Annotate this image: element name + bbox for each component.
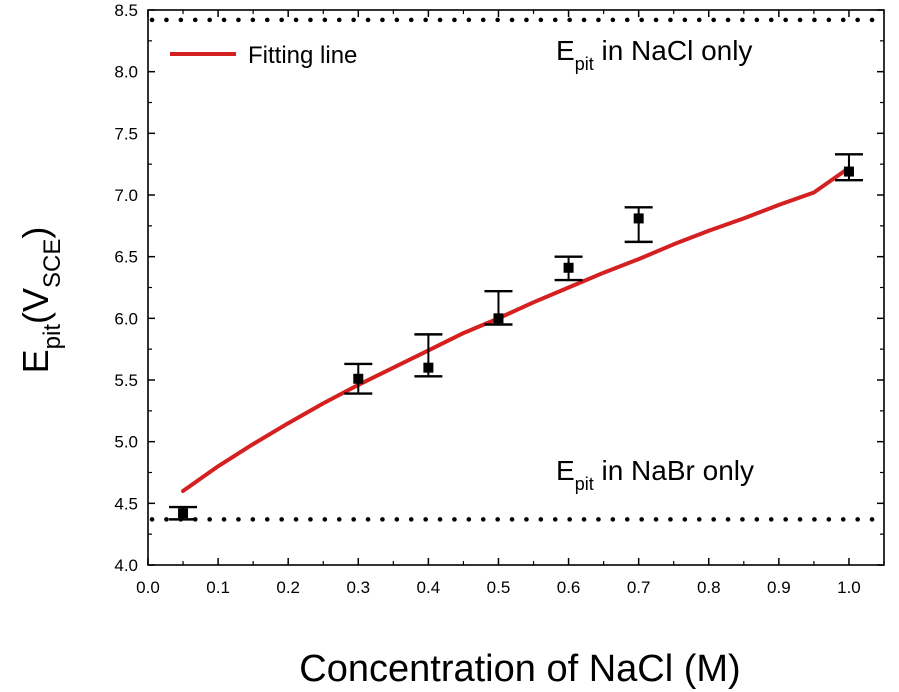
- x-tick-label: 0.0: [136, 578, 160, 597]
- x-tick-label: 0.9: [767, 578, 791, 597]
- x-axis-title: Concentration of NaCl (M): [299, 648, 740, 690]
- nabr-only-label: Epit in NaBr only: [556, 455, 754, 494]
- x-tick-label: 0.3: [346, 578, 370, 597]
- x-tick-label: 0.7: [627, 578, 651, 597]
- data-point: [178, 508, 189, 519]
- data-point: [563, 262, 574, 273]
- data-point: [423, 362, 434, 373]
- y-tick-label: 4.0: [114, 556, 138, 575]
- y-axis-ticks: 4.0 4.5 5.0 5.5 6.0 6.5 7.0 7.5 8.0 8.5: [114, 1, 884, 575]
- y-tick-label: 8.0: [114, 63, 138, 82]
- legend-label: Fitting line: [248, 42, 357, 69]
- y-axis-title: Epit(VSCE): [15, 227, 66, 374]
- y-tick-label: 8.5: [114, 1, 138, 20]
- x-tick-label: 0.8: [697, 578, 721, 597]
- x-tick-label: 1.0: [837, 578, 861, 597]
- legend: Fitting line: [170, 42, 357, 69]
- reference-lines: [149, 17, 883, 522]
- fit-line-group: [181, 165, 851, 493]
- fitting-line: [181, 165, 851, 493]
- nacl-only-label: Epit in NaCl only: [556, 35, 752, 74]
- data-points: [169, 153, 863, 521]
- x-tick-label: 0.4: [417, 578, 441, 597]
- y-tick-label: 5.0: [114, 433, 138, 452]
- x-tick-label: 0.6: [557, 578, 581, 597]
- data-point: [493, 313, 504, 324]
- data-point: [843, 166, 854, 177]
- x-tick-label: 0.1: [206, 578, 230, 597]
- y-tick-label: 6.0: [114, 309, 138, 328]
- data-point: [353, 373, 364, 384]
- x-axis-ticks: 0.0 0.1 0.2 0.3 0.4 0.5 0.6 0.7 0.8 0.9 1.0: [136, 10, 885, 597]
- x-tick-label: 0.5: [487, 578, 511, 597]
- data-point: [633, 213, 644, 224]
- y-tick-label: 7.5: [114, 124, 138, 143]
- x-tick-label: 0.2: [276, 578, 300, 597]
- y-tick-label: 7.0: [114, 186, 138, 205]
- y-tick-label: 4.5: [114, 494, 138, 513]
- y-tick-label: 5.5: [114, 371, 138, 390]
- y-tick-label: 6.5: [114, 248, 138, 267]
- plot-frame: [147, 9, 885, 566]
